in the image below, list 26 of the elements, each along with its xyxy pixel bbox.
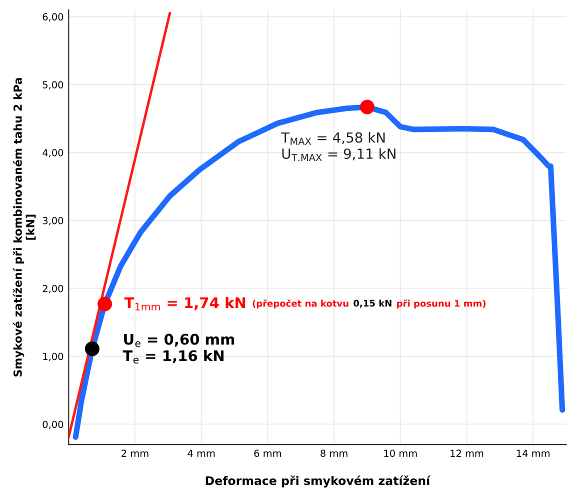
- x-tick-label: 10 mm: [384, 450, 417, 457]
- y-tick-label: 6,00: [42, 13, 64, 22]
- point: [360, 100, 375, 114]
- x-tick-label: 8 mm: [320, 450, 348, 457]
- annotation: U$_{e}$ = 0,60 mm T$_{e}$ = 1,16 kN: [122, 334, 234, 364]
- annotation: 0,15 kN: [354, 300, 392, 308]
- annotation: T$_{MAX}$ = 4,58 kN: [281, 132, 385, 145]
- x-tick-label: 6 mm: [254, 450, 281, 457]
- x-tick-label: 12 mm: [450, 450, 484, 457]
- annotation: (přepočet na kotvu: [252, 299, 348, 309]
- y-axis-title: Smykové zatížení při kombinovaném tahu 2 kPa [kN]: [12, 78, 36, 376]
- annotation: U$_{T.MAX}$ = 9,11 kN: [282, 148, 396, 162]
- y-tick-label: 5,00: [42, 81, 64, 90]
- y-tick-label: 4,00: [42, 149, 64, 158]
- y-tick-label: 1,00: [43, 352, 64, 362]
- x-tick-label: 14 mm: [516, 450, 550, 457]
- x-axis-title: Deformace při smykovém zatížení: [206, 476, 431, 488]
- y-tick-label: 3,00: [42, 216, 64, 226]
- x-tick-label: 2 mm: [122, 450, 148, 457]
- y-tick-label: 2,00: [42, 284, 64, 294]
- x-tick-label: 4 mm: [188, 450, 215, 457]
- point: [98, 296, 112, 312]
- y-tick-label: 0,00: [42, 420, 64, 430]
- annotation: T$_{1mm}$ = 1,74 kN: [124, 296, 246, 310]
- annotation: při posunu 1 mm): [397, 299, 486, 309]
- point: [84, 342, 100, 356]
